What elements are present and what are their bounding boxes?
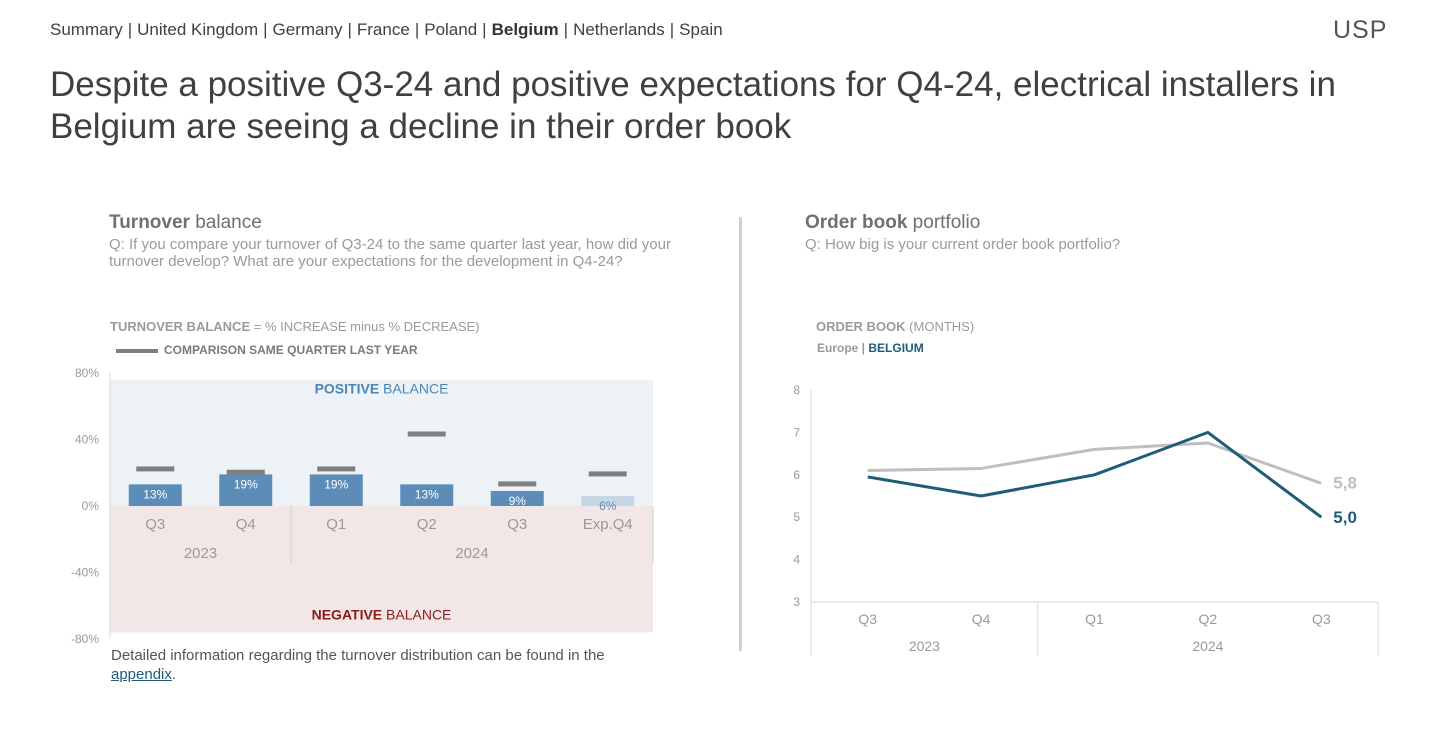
nav-item-united-kingdom[interactable]: United Kingdom <box>137 20 259 39</box>
turnover-title-rest: balance <box>189 212 262 233</box>
europe-end-label: 5,8 <box>1333 473 1357 492</box>
turnover-bar <box>219 474 273 506</box>
nav-item-poland[interactable]: Poland <box>424 20 478 39</box>
turnover-chart-label-bold: TURNOVER BALANCE <box>110 319 251 334</box>
order-book-chart-label: ORDER BOOK (MONTHS) <box>816 319 974 334</box>
order-book-title-bold: Order book <box>805 212 908 233</box>
turnover-year-label: 2024 <box>455 545 488 562</box>
country-nav: Summary | United Kingdom | Germany | France | Po… <box>50 20 723 40</box>
turnover-y-tick-label: -80% <box>71 632 99 646</box>
comparison-legend-swatch <box>116 348 158 353</box>
order-book-year-label: 2024 <box>1192 638 1223 654</box>
turnover-y-tick-label: 40% <box>75 433 99 447</box>
belgium-end-label: 5,0 <box>1333 508 1357 527</box>
comparison-legend-label: COMPARISON SAME QUARTER LAST YEAR <box>164 343 418 357</box>
turnover-bar-label: 19% <box>234 477 258 491</box>
nav-separator: | <box>263 20 268 39</box>
turnover-bar <box>490 491 544 506</box>
turnover-chart-label: TURNOVER BALANCE = % INCREASE minus % DE… <box>110 319 480 334</box>
turnover-bar <box>581 496 635 506</box>
turnover-x-tick-label: Q1 <box>326 516 346 533</box>
legend-separator: | <box>858 341 869 355</box>
order-book-title-rest: portfolio <box>907 212 981 233</box>
negative-balance-region <box>110 506 653 633</box>
comparison-marker <box>317 466 356 472</box>
turnover-x-tick-label: Exp.Q4 <box>583 516 633 533</box>
nav-item-germany[interactable]: Germany <box>272 20 343 39</box>
order-book-y-tick-label: 6 <box>793 468 800 482</box>
order-book-question: Q: How big is your current order book po… <box>805 236 1121 253</box>
belgium-line <box>867 430 1323 519</box>
comparison-marker <box>498 481 537 487</box>
order-book-chart-label-rest: (MONTHS) <box>905 319 975 334</box>
turnover-bar-label: 13% <box>143 487 167 501</box>
nav-item-summary[interactable]: Summary <box>50 20 123 39</box>
turnover-y-tick-label: 80% <box>75 366 99 380</box>
turnover-x-tick-label: Q4 <box>236 516 256 533</box>
page-title: Despite a positive Q3-24 and positive ex… <box>50 65 1336 146</box>
legend-europe: Europe <box>817 341 859 355</box>
turnover-bar-label: 13% <box>415 487 439 501</box>
turnover-x-tick-label: Q2 <box>417 516 437 533</box>
comparison-legend: COMPARISON SAME QUARTER LAST YEAR <box>116 343 418 357</box>
appendix-link[interactable]: appendix <box>111 666 172 683</box>
nav-separator: | <box>669 20 675 39</box>
order-book-y-tick-label: 5 <box>793 510 800 524</box>
order-book-y-tick-label: 8 <box>793 383 800 397</box>
order-book-chart-label-bold: ORDER BOOK <box>816 319 906 334</box>
turnover-question: Q: If you compare your turnover of Q3-24… <box>109 236 671 270</box>
order-book-y-tick-label: 4 <box>793 553 800 567</box>
order-book-y-tick-label: 7 <box>793 425 800 439</box>
turnover-chart-label-rest: = % INCREASE minus % DECREASE) <box>250 319 480 334</box>
turnover-bar <box>128 484 182 506</box>
comparison-marker <box>136 466 175 472</box>
nav-item-france[interactable]: France <box>356 20 410 39</box>
nav-separator: | <box>482 20 487 39</box>
turnover-y-tick-label: -40% <box>71 566 99 580</box>
nav-separator: | <box>347 20 352 39</box>
usp-logo: USP <box>1333 16 1388 44</box>
nav-item-netherlands[interactable]: Netherlands <box>573 20 665 39</box>
turnover-title-bold: Turnover <box>109 212 190 233</box>
footnote-end: . <box>171 666 177 683</box>
positive-balance-region <box>110 379 653 506</box>
turnover-bar-label: 6% <box>599 499 617 513</box>
turnover-bar <box>309 474 363 506</box>
order-book-x-tick-label: Q2 <box>1199 611 1218 627</box>
europe-line <box>867 441 1322 485</box>
footnote: Detailed information regarding the turno… <box>111 646 671 684</box>
turnover-panel-title: Turnover balance <box>109 212 262 234</box>
nav-separator: | <box>127 20 133 39</box>
positive-balance-label: POSITIVE BALANCE <box>315 381 449 397</box>
comparison-marker <box>588 471 627 477</box>
comparison-marker <box>226 469 265 475</box>
order-book-x-tick-label: Q3 <box>1312 611 1331 627</box>
nav-separator: | <box>414 20 420 39</box>
order-book-x-tick-label: Q1 <box>1085 611 1104 627</box>
order-book-x-tick-label: Q4 <box>972 611 991 627</box>
footnote-text: Detailed information regarding the turno… <box>111 647 605 664</box>
nav-item-belgium[interactable]: Belgium <box>491 20 559 39</box>
turnover-y-tick-label: 0% <box>82 499 100 513</box>
order-book-panel-title: Order book portfolio <box>805 212 980 234</box>
order-book-year-label: 2023 <box>909 638 940 654</box>
nav-separator: | <box>563 20 569 39</box>
turnover-x-tick-label: Q3 <box>507 516 527 533</box>
negative-balance-label: NEGATIVE BALANCE <box>312 607 452 623</box>
nav-item-spain[interactable]: Spain <box>679 20 723 39</box>
order-book-legend: Europe | BELGIUM <box>817 341 924 355</box>
turnover-bar-label: 9% <box>509 494 527 508</box>
panel-divider <box>739 217 742 651</box>
turnover-bar <box>400 484 454 506</box>
turnover-bar-label: 19% <box>324 477 348 491</box>
turnover-x-tick-label: Q3 <box>145 516 165 533</box>
comparison-marker <box>407 431 446 437</box>
order-book-x-tick-label: Q3 <box>858 611 877 627</box>
legend-belgium: BELGIUM <box>868 341 924 355</box>
turnover-year-label: 2023 <box>184 545 217 562</box>
order-book-y-tick-label: 3 <box>793 595 800 609</box>
